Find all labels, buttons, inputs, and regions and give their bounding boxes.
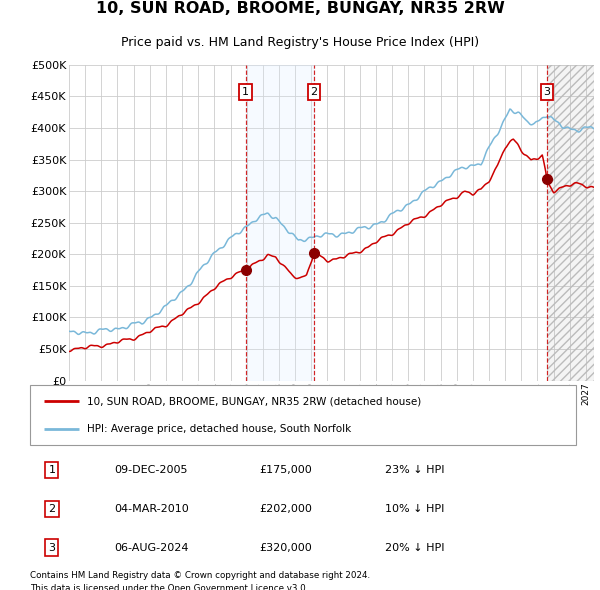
Text: 06-AUG-2024: 06-AUG-2024 bbox=[115, 543, 189, 553]
Text: 23% ↓ HPI: 23% ↓ HPI bbox=[385, 465, 445, 475]
FancyBboxPatch shape bbox=[30, 385, 576, 445]
Bar bbox=[547, 65, 594, 381]
Line: HPI: Average price, detached house, South Norfolk: HPI: Average price, detached house, Sout… bbox=[69, 109, 594, 335]
HPI: Average price, detached house, South Norfolk: (2e+03, 1.84e+05): Average price, detached house, South Nor… bbox=[201, 261, 208, 268]
10, SUN ROAD, BROOME, BUNGAY, NR35 2RW (detached house) bbox=[66, 348, 73, 355]
10, SUN ROAD, BROOME, BUNGAY, NR35 2RW (detached house) bbox=[590, 184, 598, 191]
10, SUN ROAD, BROOME, BUNGAY, NR35 2RW (detached house) bbox=[376, 236, 383, 243]
10, SUN ROAD, BROOME, BUNGAY, NR35 2RW (detached house) bbox=[461, 188, 469, 195]
Text: 04-MAR-2010: 04-MAR-2010 bbox=[115, 504, 190, 514]
HPI: Average price, detached house, South Norfolk: (2.02e+03, 4.3e+05): Average price, detached house, South Nor… bbox=[506, 106, 514, 113]
Text: 10, SUN ROAD, BROOME, BUNGAY, NR35 2RW (detached house): 10, SUN ROAD, BROOME, BUNGAY, NR35 2RW (… bbox=[88, 396, 422, 406]
HPI: Average price, detached house, South Norfolk: (2.02e+03, 3.36e+05): Average price, detached house, South Nor… bbox=[461, 165, 469, 172]
Text: 10% ↓ HPI: 10% ↓ HPI bbox=[385, 504, 444, 514]
HPI: Average price, detached house, South Norfolk: (2.01e+03, 2.5e+05): Average price, detached house, South Nor… bbox=[376, 219, 383, 227]
10, SUN ROAD, BROOME, BUNGAY, NR35 2RW (detached house) bbox=[201, 293, 208, 300]
Line: 10, SUN ROAD, BROOME, BUNGAY, NR35 2RW (detached house): 10, SUN ROAD, BROOME, BUNGAY, NR35 2RW (… bbox=[69, 139, 594, 352]
Text: 09-DEC-2005: 09-DEC-2005 bbox=[115, 465, 188, 475]
Text: 2: 2 bbox=[310, 87, 317, 97]
10, SUN ROAD, BROOME, BUNGAY, NR35 2RW (detached house) bbox=[65, 348, 73, 355]
HPI: Average price, detached house, South Norfolk: (2.03e+03, 3.99e+05): Average price, detached house, South Nor… bbox=[590, 125, 598, 132]
Text: 20% ↓ HPI: 20% ↓ HPI bbox=[385, 543, 445, 553]
10, SUN ROAD, BROOME, BUNGAY, NR35 2RW (detached house) bbox=[159, 323, 166, 330]
HPI: Average price, detached house, South Norfolk: (2e+03, 7.81e+04): Average price, detached house, South Nor… bbox=[65, 327, 73, 335]
HPI: Average price, detached house, South Norfolk: (2.02e+03, 2.94e+05): Average price, detached house, South Nor… bbox=[417, 191, 424, 198]
Text: 2: 2 bbox=[48, 504, 55, 514]
Bar bbox=[547, 65, 594, 381]
10, SUN ROAD, BROOME, BUNGAY, NR35 2RW (detached house) bbox=[417, 214, 424, 221]
Text: 1: 1 bbox=[49, 465, 55, 475]
HPI: Average price, detached house, South Norfolk: (2e+03, 7.31e+04): Average price, detached house, South Nor… bbox=[75, 331, 82, 338]
Text: This data is licensed under the Open Government Licence v3.0.: This data is licensed under the Open Gov… bbox=[30, 584, 308, 590]
Text: £202,000: £202,000 bbox=[259, 504, 312, 514]
Text: 1: 1 bbox=[242, 87, 249, 97]
Text: 3: 3 bbox=[544, 87, 550, 97]
HPI: Average price, detached house, South Norfolk: (2e+03, 1.15e+05): Average price, detached house, South Nor… bbox=[159, 304, 166, 312]
Text: Contains HM Land Registry data © Crown copyright and database right 2024.: Contains HM Land Registry data © Crown c… bbox=[30, 571, 370, 580]
Bar bbox=[246, 65, 314, 381]
Text: Price paid vs. HM Land Registry's House Price Index (HPI): Price paid vs. HM Land Registry's House … bbox=[121, 36, 479, 49]
Text: £175,000: £175,000 bbox=[259, 465, 312, 475]
10, SUN ROAD, BROOME, BUNGAY, NR35 2RW (detached house) bbox=[304, 268, 311, 276]
Text: £320,000: £320,000 bbox=[259, 543, 312, 553]
Text: 10, SUN ROAD, BROOME, BUNGAY, NR35 2RW: 10, SUN ROAD, BROOME, BUNGAY, NR35 2RW bbox=[95, 1, 505, 17]
Text: 3: 3 bbox=[49, 543, 55, 553]
10, SUN ROAD, BROOME, BUNGAY, NR35 2RW (detached house) bbox=[510, 136, 517, 143]
Text: HPI: Average price, detached house, South Norfolk: HPI: Average price, detached house, Sout… bbox=[88, 424, 352, 434]
HPI: Average price, detached house, South Norfolk: (2.01e+03, 2.24e+05): Average price, detached house, South Nor… bbox=[304, 235, 311, 242]
